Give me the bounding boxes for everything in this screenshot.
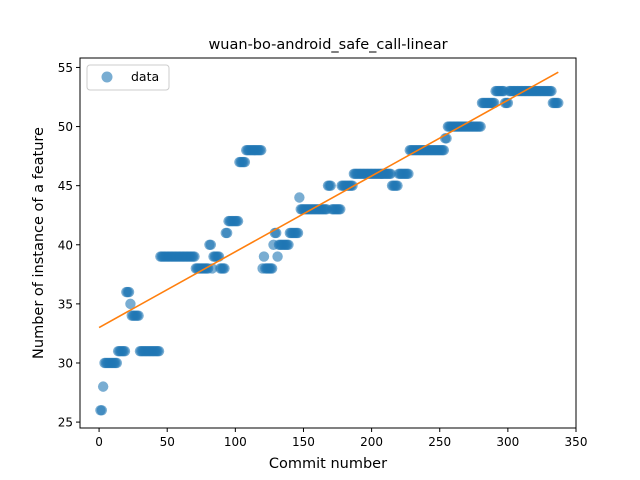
data-point-226 [403, 168, 414, 180]
data-point-12 [111, 357, 122, 369]
data-point-81 [205, 239, 217, 250]
scatter-points [95, 85, 564, 416]
x-tick-label: 150 [292, 435, 315, 449]
plot-area [95, 71, 564, 416]
y-axis-label: Number of instance of a feature [31, 127, 47, 359]
data-point-21 [123, 286, 135, 298]
x-tick-label: 0 [95, 435, 103, 449]
data-point-93 [221, 227, 233, 239]
fit-line-layer [98, 71, 559, 329]
data-point-118 [256, 145, 267, 156]
axes-frame [79, 57, 577, 429]
data-point-1 [96, 405, 108, 416]
data-point-169 [325, 180, 336, 191]
data-point-218 [392, 180, 403, 191]
data-point-22 [125, 298, 136, 310]
data-point-28 [133, 310, 144, 321]
x-tick-label: 300 [496, 435, 519, 449]
data-point-213 [385, 168, 396, 180]
data-point-299 [502, 97, 514, 109]
legend-label: data [131, 69, 159, 84]
y-tick-label: 25 [58, 416, 73, 430]
data-point-101 [232, 215, 244, 227]
data-point-146 [294, 192, 305, 203]
fit-line [98, 71, 559, 329]
legend: data [86, 64, 170, 91]
data-point-2 [97, 381, 109, 392]
data-point-252 [438, 145, 450, 156]
data-point-279 [475, 121, 486, 132]
x-axis-ticks: 0 50 100 150 200 250 300 350 [95, 428, 587, 449]
legend-box [86, 64, 170, 91]
legend-marker [101, 71, 113, 83]
data-point-120 [258, 251, 270, 262]
y-tick-label: 30 [58, 356, 73, 370]
chart-title: wuan-bo-android_safe_call-linear [208, 37, 447, 53]
data-point-43 [153, 345, 165, 357]
x-axis-label: Commit number [269, 456, 387, 472]
x-tick-label: 50 [160, 435, 175, 449]
data-point-106 [239, 156, 251, 168]
data-point-69 [189, 251, 200, 262]
y-tick-label: 35 [58, 297, 73, 311]
x-tick-label: 100 [224, 435, 247, 449]
data-point-91 [219, 263, 230, 274]
y-tick-label: 55 [58, 61, 73, 75]
data-point-18 [119, 345, 131, 357]
data-point-138 [283, 239, 294, 250]
data-point-126 [266, 263, 278, 274]
x-tick-label: 350 [565, 435, 588, 449]
y-tick-label: 50 [58, 120, 73, 134]
data-point-336 [553, 97, 564, 109]
data-point-145 [292, 227, 304, 239]
data-point-130 [272, 251, 283, 262]
data-point-331 [546, 85, 557, 97]
y-tick-label: 40 [58, 238, 73, 252]
x-tick-label: 200 [360, 435, 383, 449]
x-tick-label: 250 [428, 435, 451, 449]
y-axis-ticks: 25 30 35 40 45 50 55 [58, 61, 80, 430]
data-point-176 [335, 204, 346, 215]
y-tick-label: 45 [58, 179, 73, 193]
